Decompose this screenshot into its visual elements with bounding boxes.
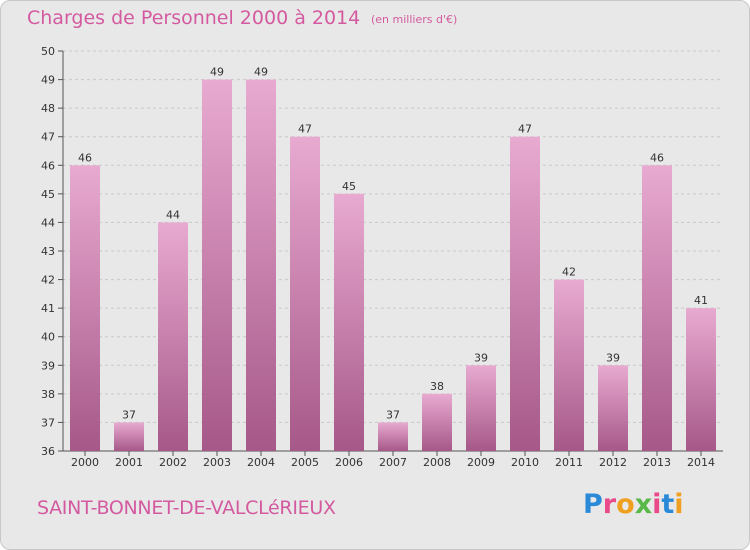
- x-tick-label: 2013: [643, 456, 671, 469]
- y-tick-label: 46: [41, 159, 55, 172]
- y-tick-label: 40: [41, 331, 55, 344]
- x-tick-label: 2008: [423, 456, 451, 469]
- y-tick-label: 39: [41, 359, 55, 372]
- bar: [686, 308, 716, 451]
- y-tick-label: 47: [41, 131, 55, 144]
- y-axis: 36 37 38 39 40 41 42 43 44 45 46 47 48 49 50: [41, 45, 723, 458]
- y-tick-label: 37: [41, 416, 55, 429]
- y-tick-label: 44: [41, 216, 55, 229]
- data-label: 49: [254, 66, 268, 79]
- data-label: 46: [650, 151, 664, 164]
- bar: [334, 193, 364, 451]
- bar: [158, 222, 188, 451]
- x-tick-label: 2010: [511, 456, 539, 469]
- y-tick-label: 45: [41, 188, 55, 201]
- y-tick-label: 41: [41, 302, 55, 315]
- bar: [510, 136, 540, 451]
- x-tick-label: 2000: [71, 456, 99, 469]
- data-label: 37: [386, 408, 400, 421]
- logo-letter: i: [674, 489, 684, 520]
- data-label: 42: [562, 266, 576, 279]
- data-label: 37: [122, 408, 136, 421]
- logo-letter: t: [661, 489, 675, 520]
- logo-letter: r: [602, 489, 617, 520]
- data-label: 41: [694, 294, 708, 307]
- bar: [378, 422, 408, 451]
- chart-subtitle: (en milliers d'€): [371, 13, 458, 26]
- bar: [246, 79, 276, 452]
- bar: [202, 79, 232, 452]
- bar: [70, 165, 100, 452]
- logo-letter: P: [583, 489, 603, 520]
- x-tick-label: 2005: [291, 456, 319, 469]
- bar: [290, 136, 320, 451]
- x-tick-label: 2001: [115, 456, 143, 469]
- x-tick-label: 2012: [599, 456, 627, 469]
- y-tick-label: 38: [41, 388, 55, 401]
- y-tick-label: 43: [41, 245, 55, 258]
- x-tick-label: 2014: [687, 456, 715, 469]
- data-label: 49: [210, 66, 224, 79]
- bar: [642, 165, 672, 452]
- y-tick-label: 48: [41, 102, 55, 115]
- data-label: 39: [474, 351, 488, 364]
- x-axis: 2000 2001 2002 2003 2004 2005 2006 2007 2008 2009…: [71, 451, 715, 469]
- proxiti-logo: Proxiti: [583, 489, 684, 520]
- chart-title: Charges de Personnel 2000 à 2014: [27, 7, 361, 29]
- y-tick-label: 49: [41, 74, 55, 87]
- x-tick-label: 2004: [247, 456, 275, 469]
- y-tick-label: 50: [41, 45, 55, 58]
- commune-name: SAINT-BONNET-DE-VALCLéRIEUX: [37, 497, 336, 519]
- x-tick-label: 2003: [203, 456, 231, 469]
- data-label: 38: [430, 380, 444, 393]
- x-tick-label: 2007: [379, 456, 407, 469]
- x-tick-label: 2009: [467, 456, 495, 469]
- y-tick-label: 42: [41, 274, 55, 287]
- bar: [422, 393, 452, 451]
- x-tick-label: 2006: [335, 456, 363, 469]
- data-label: 46: [78, 151, 92, 164]
- data-label: 44: [166, 208, 180, 221]
- logo-letter: x: [634, 489, 653, 520]
- bars: 46 37 44 49 49 47 45 37 38 39 47 42 39 46 41: [70, 66, 716, 452]
- x-tick-label: 2011: [555, 456, 583, 469]
- data-label: 47: [518, 123, 532, 136]
- bar: [598, 365, 628, 451]
- data-label: 47: [298, 123, 312, 136]
- data-label: 39: [606, 351, 620, 364]
- data-label: 45: [342, 180, 356, 193]
- logo-letter: o: [616, 489, 635, 520]
- bar: [466, 365, 496, 451]
- bar: [554, 279, 584, 451]
- y-tick-label: 36: [41, 445, 55, 458]
- logo-letter: i: [652, 489, 662, 520]
- x-tick-label: 2002: [159, 456, 187, 469]
- bar: [114, 422, 144, 451]
